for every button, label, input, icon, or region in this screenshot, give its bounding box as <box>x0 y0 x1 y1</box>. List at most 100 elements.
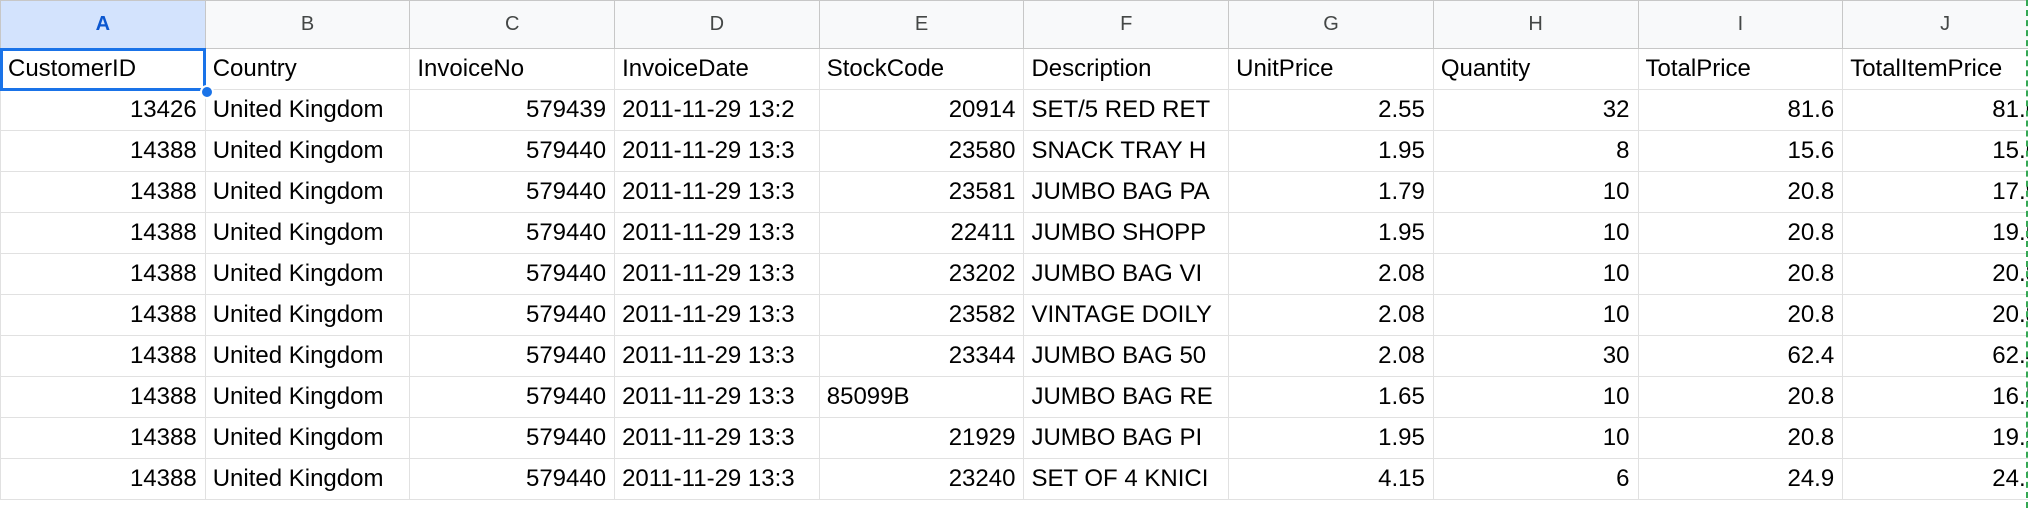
cell-totalitemprice[interactable]: 62.4 <box>1842 335 2028 377</box>
cell-stockcode[interactable]: 22411 <box>818 212 1025 254</box>
column-header-a[interactable]: A <box>0 0 206 49</box>
column-header-f[interactable]: F <box>1023 0 1230 49</box>
cell-description[interactable]: SET OF 4 KNICI <box>1023 458 1230 500</box>
cell-country[interactable]: United Kingdom <box>204 171 411 213</box>
cell-totalitemprice[interactable]: 19.5 <box>1842 212 2028 254</box>
cell-country[interactable]: United Kingdom <box>204 130 411 172</box>
cell-unitprice[interactable]: 1.95 <box>1228 212 1434 254</box>
cell-unitprice[interactable]: 2.08 <box>1228 335 1434 377</box>
cell-country[interactable]: United Kingdom <box>204 458 411 500</box>
cell-j1-totalitemprice-header[interactable]: TotalItemPrice <box>1842 48 2028 90</box>
cell-b1-country-header[interactable]: Country <box>204 48 411 90</box>
cell-stockcode[interactable]: 23240 <box>818 458 1025 500</box>
cell-unitprice[interactable]: 1.65 <box>1228 376 1434 418</box>
cell-totalitemprice[interactable]: 20.8 <box>1842 294 2028 336</box>
cell-unitprice[interactable]: 4.15 <box>1228 458 1434 500</box>
cell-invoicedate[interactable]: 2011-11-29 13:3 <box>614 253 820 295</box>
cell-invoicedate[interactable]: 2011-11-29 13:3 <box>614 458 820 500</box>
column-header-g[interactable]: G <box>1228 0 1434 49</box>
cell-totalprice[interactable]: 62.4 <box>1637 335 1844 377</box>
cell-totalitemprice[interactable]: 17.9 <box>1842 171 2028 213</box>
cell-description[interactable]: JUMBO BAG 50 <box>1023 335 1230 377</box>
cell-totalprice[interactable]: 20.8 <box>1637 212 1844 254</box>
column-header-d[interactable]: D <box>614 0 820 49</box>
cell-quantity[interactable]: 10 <box>1432 376 1639 418</box>
cell-customerid[interactable]: 14388 <box>0 253 206 295</box>
cell-totalitemprice[interactable]: 15.6 <box>1842 130 2028 172</box>
cell-totalitemprice[interactable]: 24.9 <box>1842 458 2028 500</box>
cell-country[interactable]: United Kingdom <box>204 294 411 336</box>
column-header-i[interactable]: I <box>1637 0 1844 49</box>
cell-totalprice[interactable]: 20.8 <box>1637 253 1844 295</box>
cell-invoicedate[interactable]: 2011-11-29 13:3 <box>614 376 820 418</box>
cell-i1-totalprice-header[interactable]: TotalPrice <box>1637 48 1844 90</box>
cell-stockcode[interactable]: 23202 <box>818 253 1025 295</box>
cell-customerid[interactable]: 14388 <box>0 335 206 377</box>
cell-country[interactable]: United Kingdom <box>204 212 411 254</box>
cell-f1-description-header[interactable]: Description <box>1023 48 1230 90</box>
cell-g1-unitprice-header[interactable]: UnitPrice <box>1228 48 1434 90</box>
cell-totalprice[interactable]: 24.9 <box>1637 458 1844 500</box>
cell-quantity[interactable]: 10 <box>1432 417 1639 459</box>
cell-description[interactable]: SNACK TRAY H <box>1023 130 1230 172</box>
cell-invoicedate[interactable]: 2011-11-29 13:3 <box>614 171 820 213</box>
cell-unitprice[interactable]: 1.79 <box>1228 171 1434 213</box>
cell-description[interactable]: JUMBO BAG RE <box>1023 376 1230 418</box>
cell-quantity[interactable]: 10 <box>1432 212 1639 254</box>
cell-totalitemprice[interactable]: 16.5 <box>1842 376 2028 418</box>
cell-customerid[interactable]: 14388 <box>0 294 206 336</box>
cell-description[interactable]: JUMBO SHOPP <box>1023 212 1230 254</box>
cell-country[interactable]: United Kingdom <box>204 417 411 459</box>
cell-unitprice[interactable]: 1.95 <box>1228 417 1434 459</box>
cell-invoiceno[interactable]: 579440 <box>409 171 616 213</box>
cell-totalprice[interactable]: 20.8 <box>1637 171 1844 213</box>
cell-unitprice[interactable]: 2.08 <box>1228 253 1434 295</box>
cell-unitprice[interactable]: 1.95 <box>1228 130 1434 172</box>
cell-invoiceno[interactable]: 579440 <box>409 376 616 418</box>
cell-quantity[interactable]: 8 <box>1432 130 1639 172</box>
cell-invoicedate[interactable]: 2011-11-29 13:3 <box>614 212 820 254</box>
cell-invoiceno[interactable]: 579440 <box>409 335 616 377</box>
cell-country[interactable]: United Kingdom <box>204 89 411 131</box>
cell-description[interactable]: JUMBO BAG VI <box>1023 253 1230 295</box>
cell-stockcode[interactable]: 23582 <box>818 294 1025 336</box>
cell-invoicedate[interactable]: 2011-11-29 13:3 <box>614 417 820 459</box>
cell-h1-quantity-header[interactable]: Quantity <box>1432 48 1639 90</box>
cell-stockcode[interactable]: 23344 <box>818 335 1025 377</box>
cell-customerid[interactable]: 14388 <box>0 417 206 459</box>
column-header-h[interactable]: H <box>1432 0 1639 49</box>
cell-invoicedate[interactable]: 2011-11-29 13:2 <box>614 89 820 131</box>
cell-country[interactable]: United Kingdom <box>204 376 411 418</box>
cell-quantity[interactable]: 10 <box>1432 253 1639 295</box>
cell-invoicedate[interactable]: 2011-11-29 13:3 <box>614 130 820 172</box>
cell-totalitemprice[interactable]: 20.8 <box>1842 253 2028 295</box>
cell-quantity[interactable]: 30 <box>1432 335 1639 377</box>
cell-description[interactable]: JUMBO BAG PA <box>1023 171 1230 213</box>
cell-invoiceno[interactable]: 579440 <box>409 417 616 459</box>
cell-quantity[interactable]: 10 <box>1432 171 1639 213</box>
cell-quantity[interactable]: 6 <box>1432 458 1639 500</box>
cell-totalitemprice[interactable]: 19.5 <box>1842 417 2028 459</box>
cell-unitprice[interactable]: 2.08 <box>1228 294 1434 336</box>
cell-customerid[interactable]: 13426 <box>0 89 206 131</box>
cell-invoiceno[interactable]: 579440 <box>409 130 616 172</box>
cell-totalprice[interactable]: 20.8 <box>1637 376 1844 418</box>
cell-unitprice[interactable]: 2.55 <box>1228 89 1434 131</box>
cell-description[interactable]: SET/5 RED RET <box>1023 89 1230 131</box>
cell-c1-invoiceno-header[interactable]: InvoiceNo <box>409 48 616 90</box>
cell-invoiceno[interactable]: 579440 <box>409 294 616 336</box>
cell-invoiceno[interactable]: 579440 <box>409 253 616 295</box>
cell-totalprice[interactable]: 20.8 <box>1637 417 1844 459</box>
cell-customerid[interactable]: 14388 <box>0 130 206 172</box>
cell-stockcode[interactable]: 20914 <box>818 89 1025 131</box>
column-header-j[interactable]: J <box>1842 0 2028 49</box>
cell-invoicedate[interactable]: 2011-11-29 13:3 <box>614 294 820 336</box>
cell-quantity[interactable]: 32 <box>1432 89 1639 131</box>
cell-totalprice[interactable]: 81.6 <box>1637 89 1844 131</box>
cell-d1-invoicedate-header[interactable]: InvoiceDate <box>614 48 820 90</box>
cell-invoicedate[interactable]: 2011-11-29 13:3 <box>614 335 820 377</box>
cell-country[interactable]: United Kingdom <box>204 335 411 377</box>
cell-quantity[interactable]: 10 <box>1432 294 1639 336</box>
cell-stockcode[interactable]: 23580 <box>818 130 1025 172</box>
cell-customerid[interactable]: 14388 <box>0 376 206 418</box>
